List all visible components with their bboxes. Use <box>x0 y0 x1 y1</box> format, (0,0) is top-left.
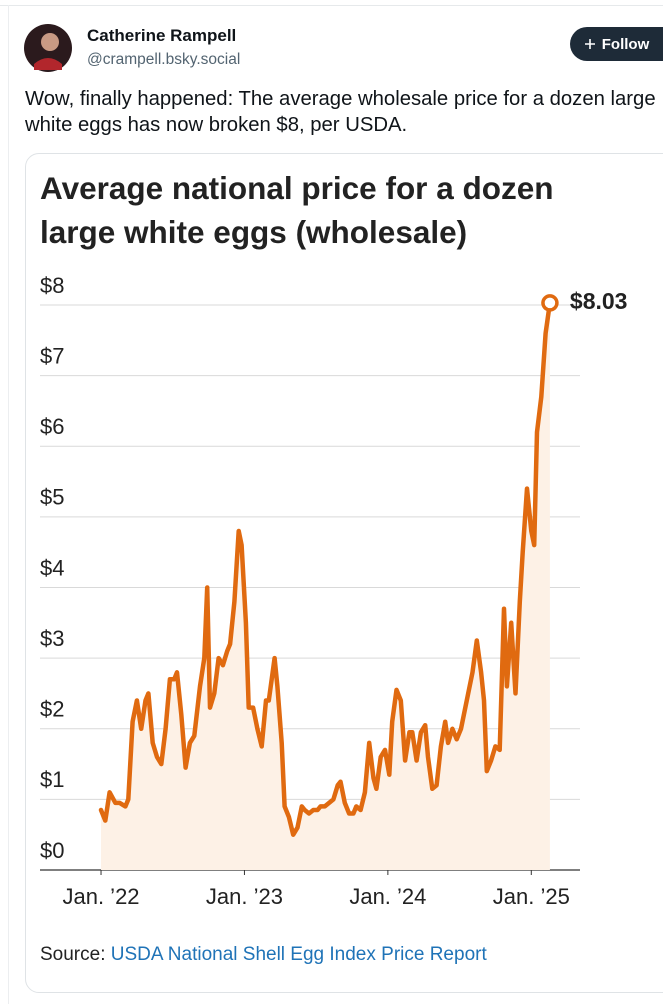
x-tick-label: Jan. ’23 <box>206 884 283 909</box>
author-name[interactable]: Catherine Rampell <box>87 26 237 45</box>
source-link[interactable]: USDA National Shell Egg Index Price Repo… <box>110 944 487 965</box>
y-tick-label: $0 <box>40 838 64 863</box>
area <box>101 302 550 870</box>
line <box>98 300 553 837</box>
avatar-face <box>41 33 59 51</box>
x-tick-label: Jan. ’22 <box>62 884 139 909</box>
end-marker <box>541 294 559 312</box>
post-text: Wow, finally happened: The average whole… <box>25 88 656 136</box>
source: Source: USDA National Shell Egg Index Pr… <box>40 944 487 966</box>
value-label: $8.03 <box>570 288 628 314</box>
y-tick-label: $2 <box>40 697 64 722</box>
y-tick-label: $7 <box>40 343 64 368</box>
y-tick-label: $8 <box>40 273 64 298</box>
x-tick-label: Jan. ’25 <box>493 884 570 909</box>
chart-card <box>25 153 663 993</box>
follow-button[interactable]: Follow <box>570 27 663 61</box>
y-tick-label: $4 <box>40 555 64 580</box>
avatar-shirt <box>34 58 62 70</box>
follow-label: Follow <box>601 35 650 53</box>
source-label: Source: <box>40 944 106 965</box>
plus-icon <box>584 39 595 49</box>
y-tick-label: $3 <box>40 626 64 651</box>
chart-title: Average national price for a dozen large… <box>40 170 554 250</box>
x-tick-label: Jan. ’24 <box>349 884 426 909</box>
author-handle[interactable]: @crampell.bsky.social <box>87 51 241 68</box>
y-tick-label: $5 <box>40 485 64 510</box>
y-tick-label: $6 <box>40 414 64 439</box>
y-tick-label: $1 <box>40 767 64 792</box>
